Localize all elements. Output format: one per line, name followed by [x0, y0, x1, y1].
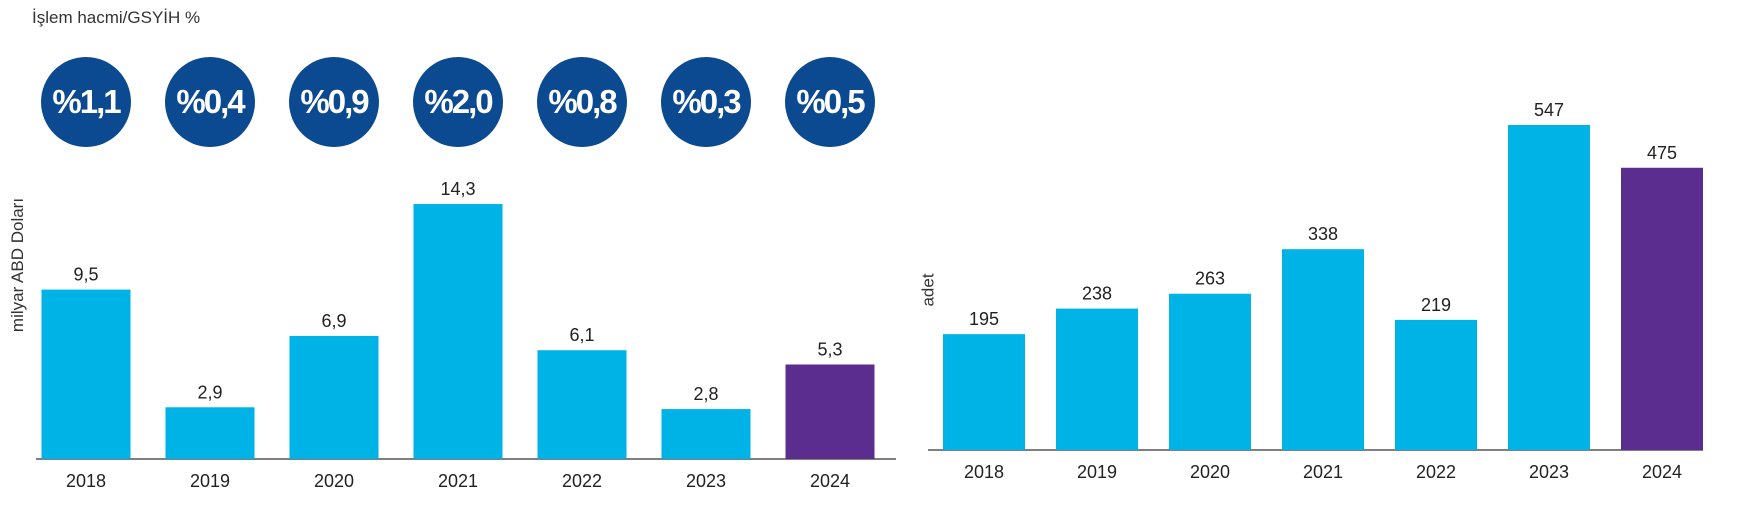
bar-2023	[1508, 125, 1590, 450]
bar-2024	[1621, 167, 1703, 450]
ratio-badge: %1,1	[41, 57, 131, 147]
x-tick-label: 2023	[1529, 462, 1569, 482]
bar-2021	[1282, 249, 1364, 450]
ratio-badge: %0,5	[785, 57, 875, 147]
ratio-badge: %0,4	[165, 57, 255, 147]
ratio-badge: %0,3	[661, 57, 751, 147]
chart-subtitle: İşlem hacmi/GSYİH %	[32, 8, 201, 27]
bar-value-label: 14,3	[440, 179, 475, 199]
x-tick-label: 2022	[1416, 462, 1456, 482]
bar-2019	[1056, 308, 1138, 450]
bar-value-label: 2,8	[693, 384, 718, 404]
bar-2019	[165, 407, 255, 459]
bar-value-label: 6,9	[321, 311, 346, 331]
x-tick-label: 2021	[1303, 462, 1343, 482]
bar-value-label: 338	[1308, 224, 1338, 244]
ratio-badge: %2,0	[413, 57, 503, 147]
bar-value-label: 475	[1647, 143, 1677, 163]
bar-2021	[413, 204, 503, 459]
bar-value-label: 9,5	[73, 265, 98, 285]
ratio-badge: %0,8	[537, 57, 627, 147]
bar-2024	[785, 364, 875, 459]
bar-2018	[943, 334, 1025, 450]
bar-value-label: 2,9	[197, 382, 222, 402]
x-tick-label: 2020	[1190, 462, 1230, 482]
x-tick-label: 2022	[562, 471, 602, 491]
bar-2020	[289, 335, 379, 459]
x-tick-label: 2019	[1077, 462, 1117, 482]
bar-value-label: 547	[1534, 100, 1564, 120]
x-tick-label: 2021	[438, 471, 478, 491]
bar-value-label: 263	[1195, 269, 1225, 289]
x-tick-label: 2019	[190, 471, 230, 491]
bar-2022	[1395, 319, 1477, 450]
bar-value-label: 219	[1421, 295, 1451, 315]
bar-2020	[1169, 293, 1251, 450]
bar-2018	[41, 289, 131, 459]
ratio-badge: %0,9	[289, 57, 379, 147]
bar-value-label: 195	[969, 309, 999, 329]
x-tick-label: 2020	[314, 471, 354, 491]
bar-value-label: 238	[1082, 284, 1112, 304]
x-tick-label: 2018	[964, 462, 1004, 482]
x-tick-label: 2023	[686, 471, 726, 491]
bar-value-label: 5,3	[817, 339, 842, 359]
x-tick-label: 2018	[66, 471, 106, 491]
bar-2023	[661, 409, 751, 459]
x-tick-label: 2024	[810, 471, 850, 491]
bar-value-label: 6,1	[569, 325, 594, 345]
bar-2022	[537, 350, 627, 459]
x-tick-label: 2024	[1642, 462, 1682, 482]
